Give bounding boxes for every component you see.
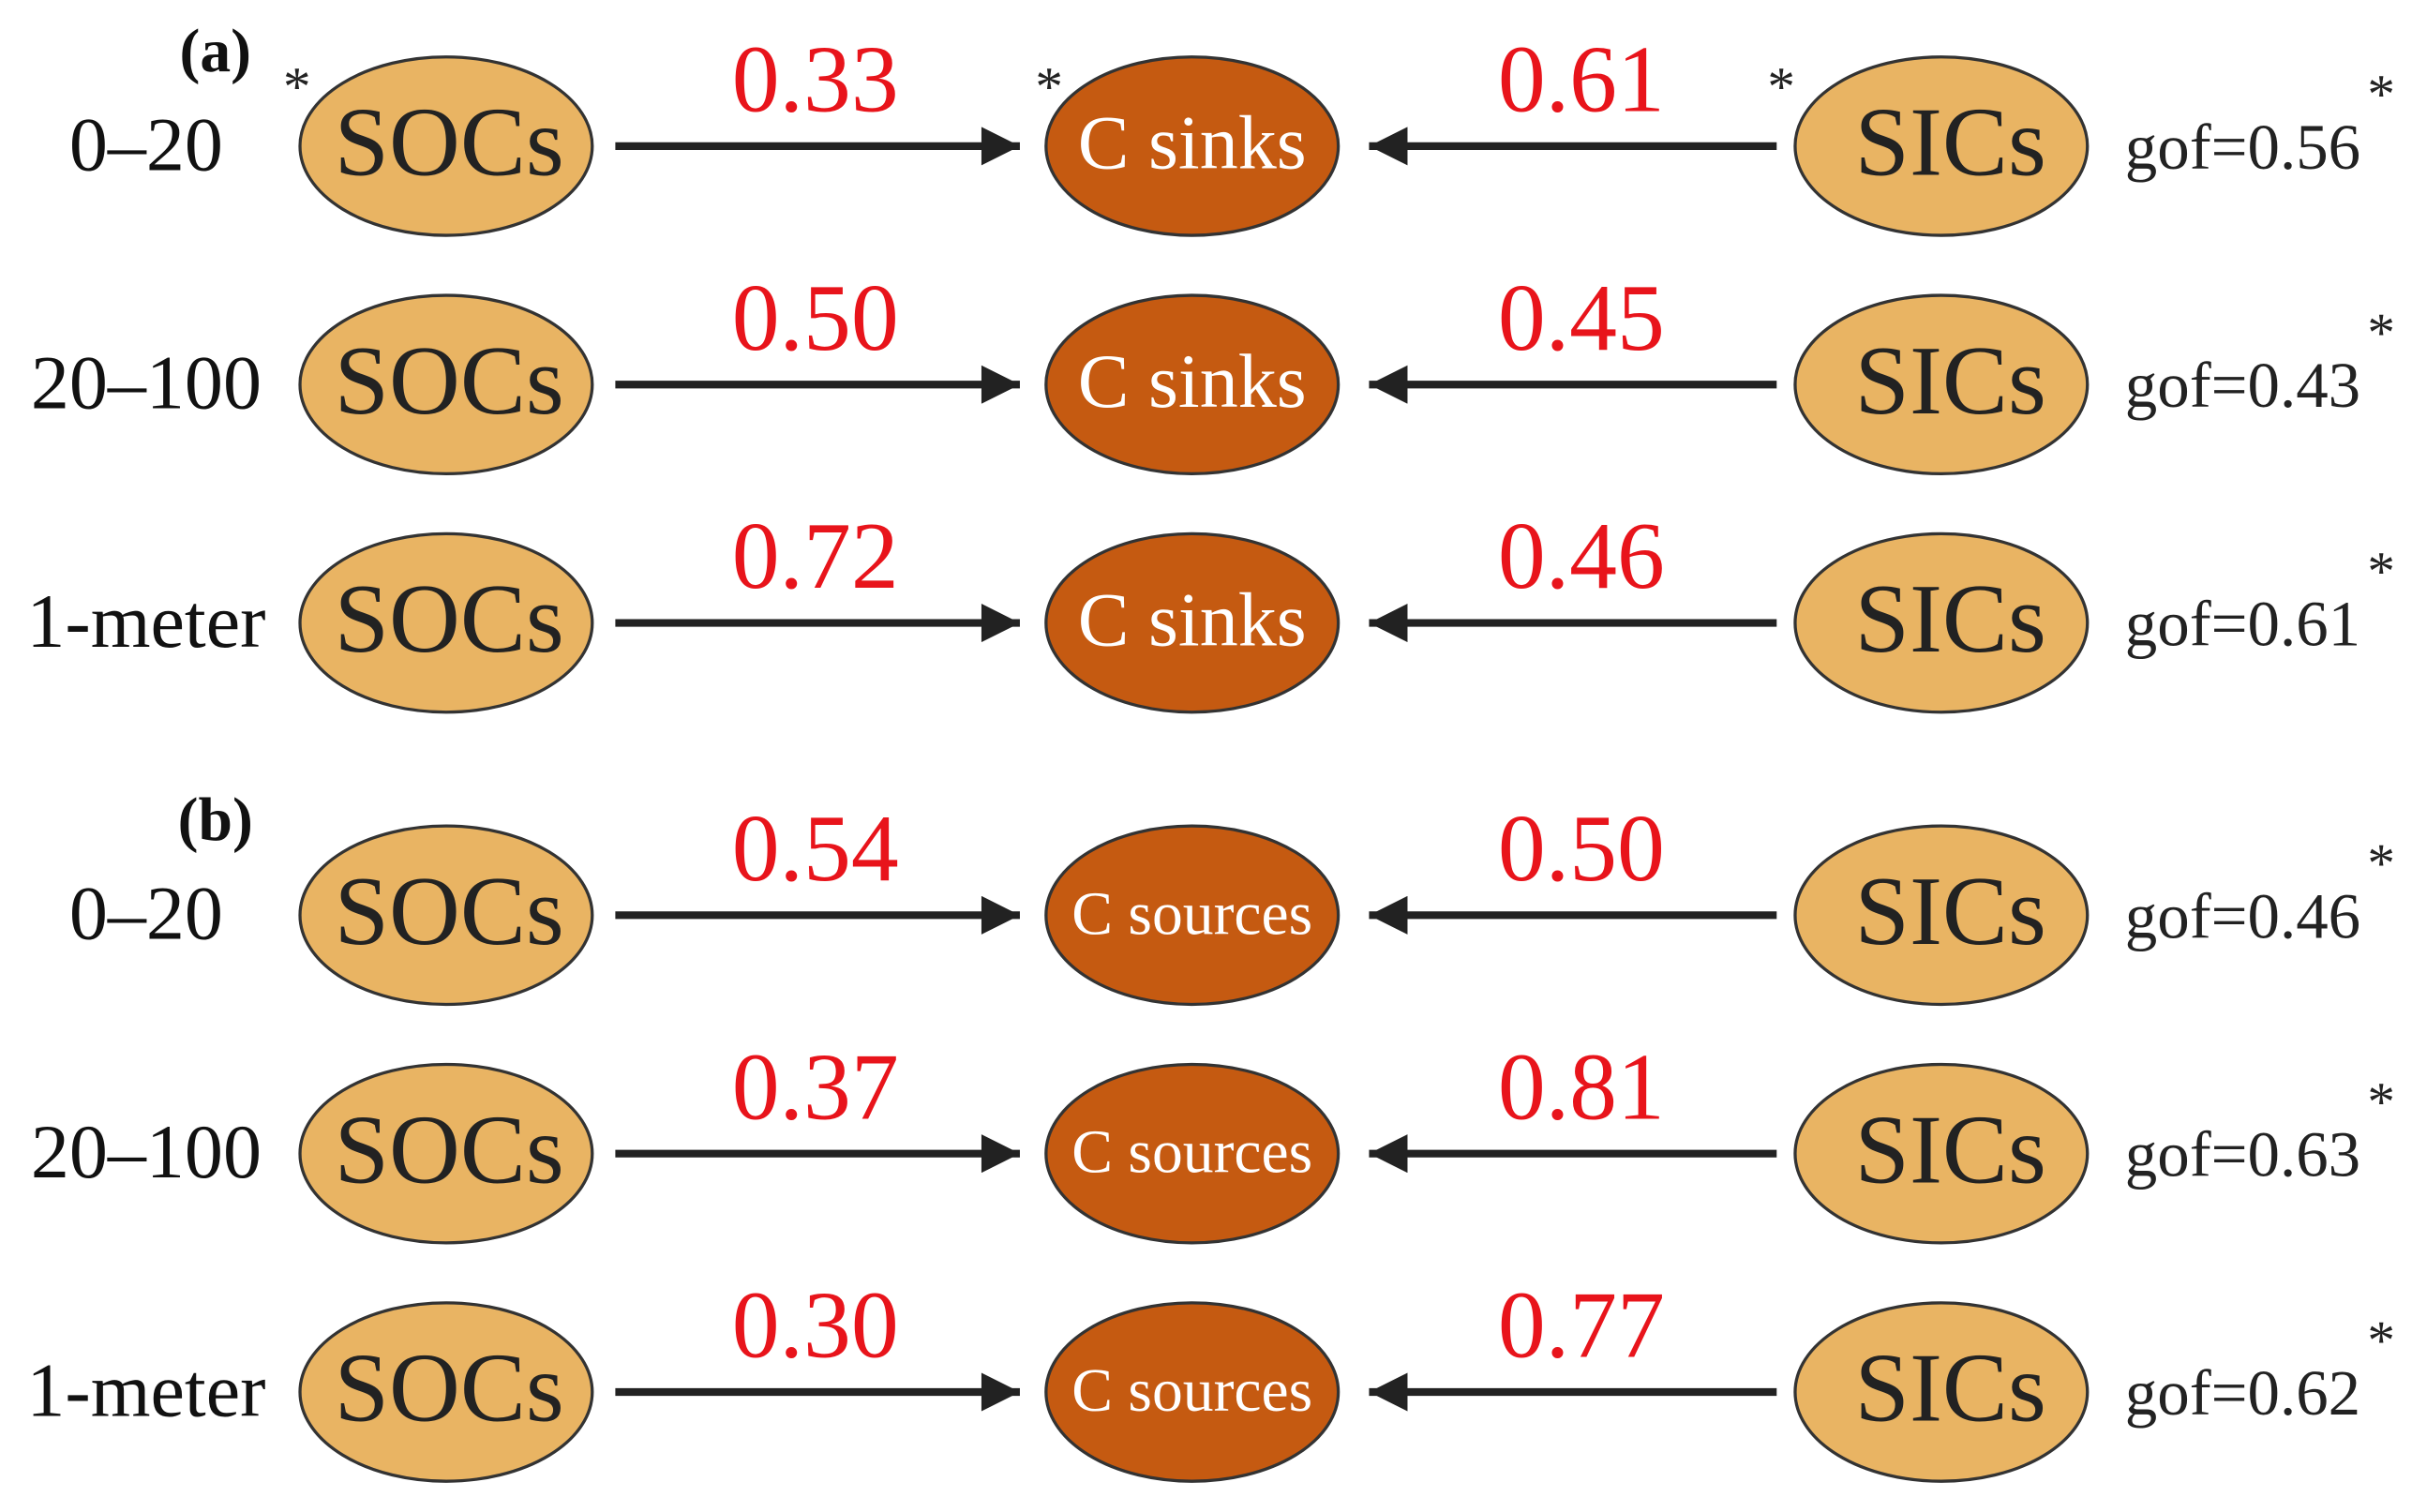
node-ellipse	[1793, 1062, 2090, 1245]
node-label: SICs	[1855, 1333, 2046, 1443]
node-ellipse	[1044, 824, 1341, 1007]
path-coefficient: 0.81	[1498, 1034, 1665, 1140]
node-label: C sources	[1071, 1119, 1312, 1187]
node-label: SICs	[1855, 563, 2046, 673]
path-coefficient: 0.33	[732, 27, 899, 133]
node-label: C sources	[1071, 1357, 1312, 1425]
node-label: SICs	[1855, 856, 2046, 966]
node-ellipse	[298, 1301, 594, 1483]
gof-label: gof=0.56	[2125, 112, 2360, 183]
depth-label: 20–100	[31, 1109, 262, 1194]
node-label: SICs	[1855, 87, 2046, 197]
node-ellipse	[1793, 531, 2090, 714]
asterisk: *	[2367, 63, 2395, 125]
asterisk: *	[2367, 1309, 2395, 1370]
asterisk: *	[2367, 1070, 2395, 1132]
depth-label: 20–100	[31, 340, 262, 426]
node-label: SOCs	[335, 856, 564, 966]
asterisk: *	[1035, 55, 1063, 117]
panel-label: (a)	[179, 18, 251, 85]
node-label: SOCs	[335, 87, 564, 197]
asterisk: *	[2367, 302, 2395, 364]
node-ellipse	[1793, 824, 2090, 1007]
node-ellipse	[1044, 293, 1341, 476]
path-coefficient: 0.72	[732, 503, 899, 609]
node-ellipse	[1793, 55, 2090, 237]
node-ellipse	[1044, 55, 1341, 237]
node-label: C sources	[1071, 880, 1312, 948]
asterisk: *	[2367, 832, 2395, 894]
path-coefficient: 0.30	[732, 1273, 899, 1379]
gof-label: gof=0.61	[2125, 589, 2360, 660]
node-label: SICs	[1855, 1094, 2046, 1204]
depth-label: 0–20	[69, 871, 223, 956]
node-label: SOCs	[335, 1333, 564, 1443]
node-label: SOCs	[335, 325, 564, 435]
node-ellipse	[298, 293, 594, 476]
node-label: C sinks	[1078, 338, 1307, 424]
depth-label: 0–20	[69, 101, 223, 187]
path-coefficient: 0.50	[1498, 796, 1665, 902]
path-coefficient: 0.37	[732, 1034, 899, 1140]
gof-label: gof=0.63	[2125, 1119, 2360, 1190]
gof-label: gof=0.46	[2125, 880, 2360, 951]
path-coefficient: 0.45	[1498, 265, 1665, 371]
node-ellipse	[298, 824, 594, 1007]
node-ellipse	[1793, 293, 2090, 476]
node-label: C sinks	[1078, 576, 1307, 662]
path-coefficient: 0.50	[732, 265, 899, 371]
node-ellipse	[1044, 1301, 1341, 1483]
node-ellipse	[298, 55, 594, 237]
node-ellipse	[298, 1062, 594, 1245]
path-coefficient: 0.77	[1498, 1273, 1665, 1379]
node-ellipse	[298, 531, 594, 714]
node-label: SICs	[1855, 325, 2046, 435]
gof-label: gof=0.43	[2125, 350, 2360, 421]
node-ellipse	[1044, 1062, 1341, 1245]
depth-label: 1-meter	[26, 578, 265, 664]
asterisk: *	[2367, 540, 2395, 602]
path-coefficient: 0.46	[1498, 503, 1665, 609]
gof-label: gof=0.62	[2125, 1357, 2360, 1429]
asterisk: *	[1767, 55, 1795, 117]
asterisk: *	[283, 55, 311, 117]
node-ellipse	[1793, 1301, 2090, 1483]
node-label: SOCs	[335, 563, 564, 673]
path-coefficient: 0.54	[732, 796, 899, 902]
panel-label: (b)	[178, 786, 253, 854]
depth-label: 1-meter	[26, 1347, 265, 1432]
path-coefficient: 0.61	[1498, 27, 1665, 133]
node-ellipse	[1044, 531, 1341, 714]
node-label: SOCs	[335, 1094, 564, 1204]
node-label: C sinks	[1078, 100, 1307, 186]
